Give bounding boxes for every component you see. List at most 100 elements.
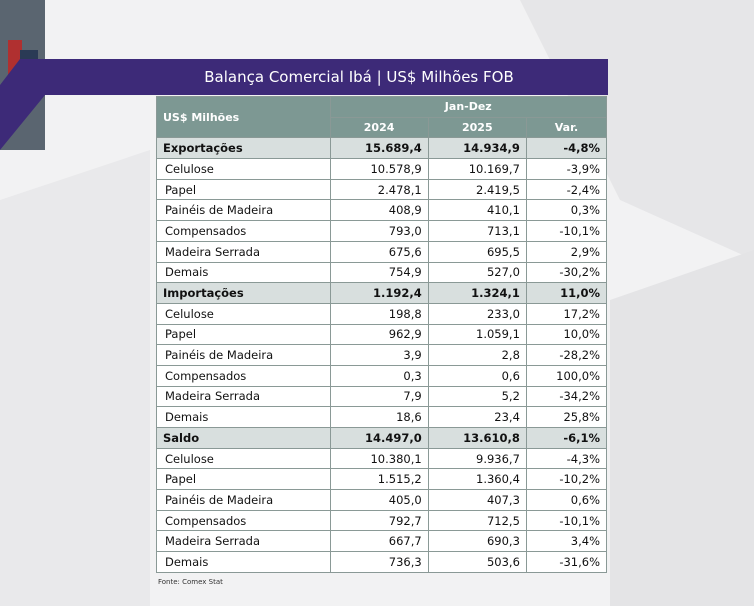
section-value: 14.497,0 [329,427,429,449]
row-value: 233,0 [427,302,527,325]
row-value: 410,1 [427,199,527,222]
row-value: 1.059,1 [427,323,527,346]
row-value: 0,6% [525,489,608,511]
trade-table: US$ Milhões Jan-Dez 2024 2025 Var. Exporta… [156,95,608,573]
row-value: 2,9% [525,240,608,263]
row-value: 17,2% [525,302,608,325]
title: Balança Comercial Ibá | US$ Milhões FOB [204,68,514,86]
header-column: 2025 [427,116,527,139]
row-value: 198,8 [329,302,429,325]
row-value: 3,9 [329,344,429,366]
row-label: Madeira Serrada [156,530,331,553]
row-value: 100,0% [525,364,608,387]
row-value: 962,9 [329,323,429,346]
header-row: US$ Milhões Jan-Dez [156,95,607,139]
data-row: Demais 736,3 503,6 -31,6% [156,551,608,573]
row-value: -34,2% [525,385,608,408]
row-value: 0,6 [427,364,527,387]
data-row: Painéis de Madeira 3,9 2,8 -28,2% [156,344,608,366]
header-period: Jan-Dez [329,96,607,118]
header-column: 2024 [329,116,429,139]
header-column: Var. [525,116,608,139]
row-value: 9.936,7 [427,447,527,470]
section-value: -4,8% [525,137,608,160]
row-value: 527,0 [427,261,527,284]
row-value: 675,6 [329,240,429,263]
data-row: Celulose 198,8 233,0 17,2% [156,302,608,325]
row-label: Painéis de Madeira [156,489,331,511]
row-value: 10.380,1 [329,447,429,470]
row-label: Celulose [156,302,331,325]
row-value: 2.419,5 [427,178,527,201]
data-row: Papel 962,9 1.059,1 10,0% [156,323,608,346]
data-row: Celulose 10.380,1 9.936,7 -4,3% [156,447,608,470]
row-value: 3,4% [525,530,608,553]
row-label: Compensados [156,509,331,532]
row-value: 712,5 [427,509,527,532]
title-banner: Balança Comercial Ibá | US$ Milhões FOB [40,59,608,95]
row-value: 792,7 [329,509,429,532]
row-value: 5,2 [427,385,527,408]
row-label: Compensados [156,364,331,387]
row-value: -30,2% [525,261,608,284]
data-row: Compensados 0,3 0,6 100,0% [156,364,608,387]
data-row: Papel 1.515,2 1.360,4 -10,2% [156,468,608,491]
section-name: Saldo [156,427,331,449]
row-label: Madeira Serrada [156,240,331,263]
row-label: Painéis de Madeira [156,344,331,366]
data-row: Demais 754,9 527,0 -30,2% [156,261,608,284]
row-value: 2,8 [427,344,527,366]
row-label: Demais [156,406,331,428]
row-value: 10.578,9 [329,158,429,180]
row-value: 408,9 [329,199,429,222]
row-label: Papel [156,323,331,346]
row-value: -2,4% [525,178,608,201]
data-row: Compensados 793,0 713,1 -10,1% [156,220,608,242]
row-label: Demais [156,551,331,573]
section-value: 15.689,4 [329,137,429,160]
row-value: 0,3% [525,199,608,222]
row-label: Madeira Serrada [156,385,331,408]
row-value: 405,0 [329,489,429,511]
row-value: 10.169,7 [427,158,527,180]
row-value: 23,4 [427,406,527,428]
data-row: Celulose 10.578,9 10.169,7 -3,9% [156,158,608,180]
row-value: -10,1% [525,220,608,242]
section-name: Importações [156,282,331,304]
data-row: Compensados 792,7 712,5 -10,1% [156,509,608,532]
section-value: 11,0% [525,282,608,304]
row-value: -3,9% [525,158,608,180]
row-value: 695,5 [427,240,527,263]
data-row: Madeira Serrada 667,7 690,3 3,4% [156,530,608,553]
row-label: Compensados [156,220,331,242]
data-row: Madeira Serrada 7,9 5,2 -34,2% [156,385,608,408]
data-row: Papel 2.478,1 2.419,5 -2,4% [156,178,608,201]
row-value: 713,1 [427,220,527,242]
row-label: Papel [156,178,331,201]
section-value: 1.324,1 [427,282,527,304]
section-row: Exportações 15.689,4 14.934,9 -4,8% [156,137,608,160]
data-row: Painéis de Madeira 408,9 410,1 0,3% [156,199,608,222]
row-value: -28,2% [525,344,608,366]
row-value: 503,6 [427,551,527,573]
row-value: 7,9 [329,385,429,408]
section-value: -6,1% [525,427,608,449]
row-label: Painéis de Madeira [156,199,331,222]
section-row: Saldo 14.497,0 13.610,8 -6,1% [156,427,608,449]
section-value: 14.934,9 [427,137,527,160]
row-value: 2.478,1 [329,178,429,201]
row-value: -31,6% [525,551,608,573]
row-value: 736,3 [329,551,429,573]
row-value: 1.360,4 [427,468,527,491]
row-value: 407,3 [427,489,527,511]
row-value: -10,2% [525,468,608,491]
row-value: 10,0% [525,323,608,346]
section-value: 1.192,4 [329,282,429,304]
row-value: 18,6 [329,406,429,428]
header-label: US$ Milhões [156,95,331,139]
row-value: 793,0 [329,220,429,242]
section-row: Importações 1.192,4 1.324,1 11,0% [156,282,608,304]
section-name: Exportações [156,137,331,160]
row-value: 667,7 [329,530,429,553]
